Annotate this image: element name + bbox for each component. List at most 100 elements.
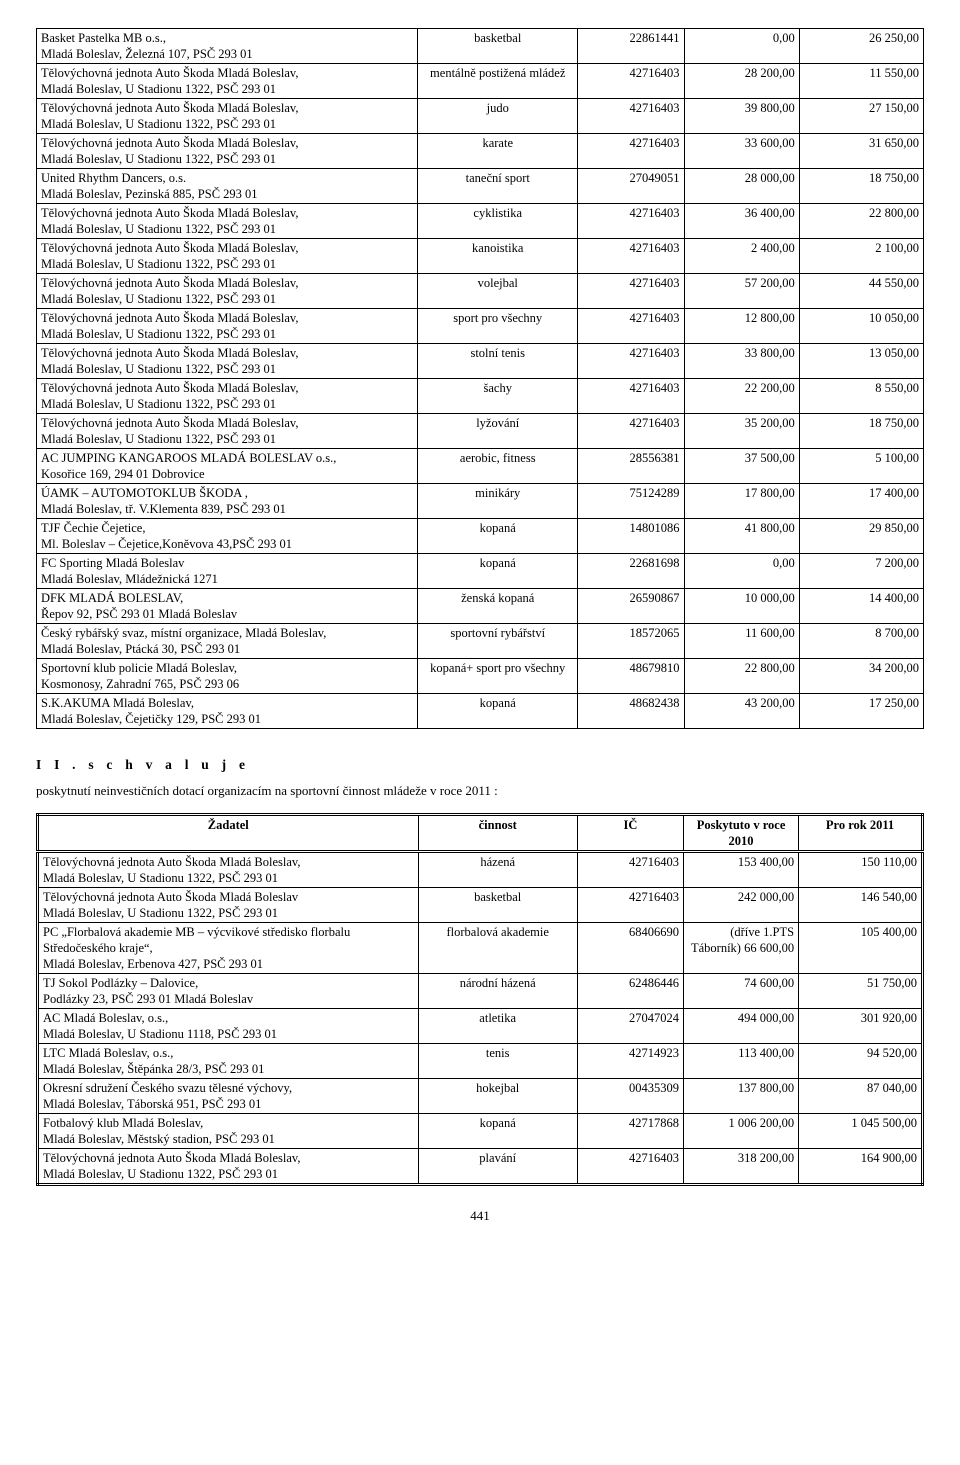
value-2011-cell: 146 540,00 (799, 888, 923, 923)
applicant-cell: TJF Čechie Čejetice, Ml. Boleslav – Čeje… (37, 519, 418, 554)
table-row: Tělovýchovná jednota Auto Škoda Mladá Bo… (37, 344, 924, 379)
table-row: AC JUMPING KANGAROOS MLADÁ BOLESLAV o.s.… (37, 449, 924, 484)
table-row: Tělovýchovná jednota Auto Škoda Mladá Bo… (37, 134, 924, 169)
table-row: AC Mladá Boleslav, o.s., Mladá Boleslav,… (38, 1009, 923, 1044)
value-2011-cell: 29 850,00 (799, 519, 923, 554)
activity-cell: taneční sport (418, 169, 578, 204)
applicant-cell: Tělovýchovná jednota Auto Škoda Mladá Bo… (38, 1149, 419, 1185)
table-row: Sportovní klub policie Mladá Boleslav, K… (37, 659, 924, 694)
applicant-cell: Okresní sdružení Českého svazu tělesné v… (38, 1079, 419, 1114)
value-2010-cell: 41 800,00 (684, 519, 799, 554)
applicant-cell: Tělovýchovná jednota Auto Škoda Mladá Bo… (38, 852, 419, 888)
table-row: Tělovýchovná jednota Auto Škoda Mladá Bo… (37, 414, 924, 449)
applicant-cell: Český rybářský svaz, místní organizace, … (37, 624, 418, 659)
activity-cell: judo (418, 99, 578, 134)
activity-cell: minikáry (418, 484, 578, 519)
applicant-cell: Tělovýchovná jednota Auto Škoda Mladá Bo… (37, 414, 418, 449)
id-cell: 42714923 (577, 1044, 683, 1079)
id-cell: 18572065 (578, 624, 684, 659)
table-row: DFK MLADÁ BOLESLAV, Řepov 92, PSČ 293 01… (37, 589, 924, 624)
value-2011-cell: 27 150,00 (799, 99, 923, 134)
value-2010-cell: 22 800,00 (684, 659, 799, 694)
value-2011-cell: 7 200,00 (799, 554, 923, 589)
value-2010-cell: 1 006 200,00 (684, 1114, 799, 1149)
id-cell: 27049051 (578, 169, 684, 204)
value-2011-cell: 164 900,00 (799, 1149, 923, 1185)
value-2010-cell: 0,00 (684, 29, 799, 64)
applicant-cell: Tělovýchovná jednota Auto Škoda Mladá Bo… (37, 134, 418, 169)
applicant-cell: FC Sporting Mladá Boleslav Mladá Bolesla… (37, 554, 418, 589)
value-2011-cell: 31 650,00 (799, 134, 923, 169)
activity-cell: házená (418, 852, 577, 888)
value-2010-cell: 318 200,00 (684, 1149, 799, 1185)
applicant-cell: S.K.AKUMA Mladá Boleslav, Mladá Boleslav… (37, 694, 418, 729)
table-row: United Rhythm Dancers, o.s. Mladá Bolesl… (37, 169, 924, 204)
value-2010-cell: 36 400,00 (684, 204, 799, 239)
activity-cell: aerobic, fitness (418, 449, 578, 484)
applicant-cell: Tělovýchovná jednota Auto Škoda Mladá Bo… (37, 274, 418, 309)
id-cell: 42716403 (578, 99, 684, 134)
value-2011-cell: 1 045 500,00 (799, 1114, 923, 1149)
value-2010-cell: 37 500,00 (684, 449, 799, 484)
value-2011-cell: 17 400,00 (799, 484, 923, 519)
value-2010-cell: 137 800,00 (684, 1079, 799, 1114)
activity-cell: basketbal (418, 888, 577, 923)
value-2011-cell: 87 040,00 (799, 1079, 923, 1114)
th-2010: Poskytuto v roce 2010 (684, 815, 799, 852)
applicant-cell: Sportovní klub policie Mladá Boleslav, K… (37, 659, 418, 694)
id-cell: 28556381 (578, 449, 684, 484)
value-2010-cell: 10 000,00 (684, 589, 799, 624)
value-2010-cell: (dříve 1.PTS Táborník) 66 600,00 (684, 923, 799, 974)
applicant-cell: Tělovýchovná jednota Auto Škoda Mladá Bo… (37, 204, 418, 239)
activity-cell: tenis (418, 1044, 577, 1079)
value-2011-cell: 13 050,00 (799, 344, 923, 379)
activity-cell: sportovní rybářství (418, 624, 578, 659)
id-cell: 42716403 (577, 852, 683, 888)
table-row: Okresní sdružení Českého svazu tělesné v… (38, 1079, 923, 1114)
value-2011-cell: 11 550,00 (799, 64, 923, 99)
applicant-cell: DFK MLADÁ BOLESLAV, Řepov 92, PSČ 293 01… (37, 589, 418, 624)
activity-cell: kopaná+ sport pro všechny (418, 659, 578, 694)
id-cell: 42716403 (578, 274, 684, 309)
id-cell: 42716403 (578, 379, 684, 414)
value-2010-cell: 35 200,00 (684, 414, 799, 449)
table-row: Fotbalový klub Mladá Boleslav, Mladá Bol… (38, 1114, 923, 1149)
value-2010-cell: 28 000,00 (684, 169, 799, 204)
value-2011-cell: 18 750,00 (799, 414, 923, 449)
activity-cell: národní házená (418, 974, 577, 1009)
value-2011-cell: 301 920,00 (799, 1009, 923, 1044)
table-row: TJF Čechie Čejetice, Ml. Boleslav – Čeje… (37, 519, 924, 554)
value-2010-cell: 153 400,00 (684, 852, 799, 888)
table-row: Tělovýchovná jednota Auto Škoda Mladá Bo… (37, 309, 924, 344)
value-2011-cell: 14 400,00 (799, 589, 923, 624)
activity-cell: atletika (418, 1009, 577, 1044)
activity-cell: mentálně postižená mládež (418, 64, 578, 99)
table-row: PC „Florbalová akademie MB – výcvikové s… (38, 923, 923, 974)
table-row: Tělovýchovná jednota Auto Škoda Mladá Bo… (37, 204, 924, 239)
value-2010-cell: 57 200,00 (684, 274, 799, 309)
id-cell: 42716403 (578, 344, 684, 379)
value-2011-cell: 10 050,00 (799, 309, 923, 344)
table-row: S.K.AKUMA Mladá Boleslav, Mladá Boleslav… (37, 694, 924, 729)
activity-cell: plavání (418, 1149, 577, 1185)
applicant-cell: Tělovýchovná jednota Auto Škoda Mladá Bo… (37, 239, 418, 274)
activity-cell: hokejbal (418, 1079, 577, 1114)
value-2011-cell: 8 700,00 (799, 624, 923, 659)
activity-cell: kopaná (418, 1114, 577, 1149)
value-2010-cell: 43 200,00 (684, 694, 799, 729)
table-row: Tělovýchovná jednota Auto Škoda Mladá Bo… (38, 888, 923, 923)
value-2011-cell: 18 750,00 (799, 169, 923, 204)
activity-cell: stolní tenis (418, 344, 578, 379)
activity-cell: basketbal (418, 29, 578, 64)
value-2010-cell: 17 800,00 (684, 484, 799, 519)
value-2010-cell: 11 600,00 (684, 624, 799, 659)
th-applicant: Žadatel (38, 815, 419, 852)
grants-table-1: Basket Pastelka MB o.s., Mladá Boleslav,… (36, 28, 924, 729)
id-cell: 42716403 (578, 134, 684, 169)
id-cell: 75124289 (578, 484, 684, 519)
table-row: Tělovýchovná jednota Auto Škoda Mladá Bo… (37, 274, 924, 309)
id-cell: 22861441 (578, 29, 684, 64)
activity-cell: karate (418, 134, 578, 169)
id-cell: 48682438 (578, 694, 684, 729)
id-cell: 48679810 (578, 659, 684, 694)
